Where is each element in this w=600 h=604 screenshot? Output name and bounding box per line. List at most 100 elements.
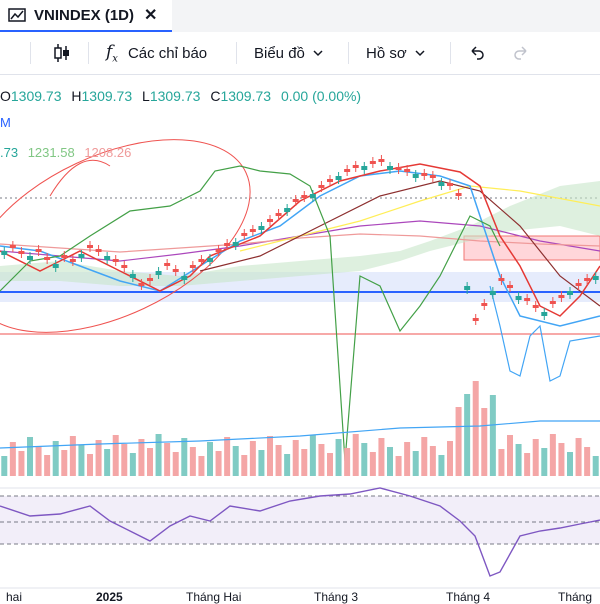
- candle: [18, 251, 25, 254]
- volume-bar: [584, 447, 591, 476]
- candle: [575, 283, 582, 286]
- volume-bar: [567, 452, 573, 476]
- candle-type-button[interactable]: [52, 32, 72, 74]
- volume-bar: [207, 442, 213, 476]
- candle: [421, 173, 428, 176]
- candle: [541, 312, 548, 316]
- volume-bar: [198, 456, 205, 476]
- volume-bar: [164, 443, 171, 476]
- price-chart[interactable]: [0, 76, 600, 600]
- candle: [352, 165, 359, 168]
- volume-bar: [395, 456, 402, 476]
- candle: [112, 259, 119, 262]
- volume-bar: [549, 434, 556, 476]
- ellipse-drawing: [49, 159, 111, 197]
- volume-bar: [9, 442, 16, 476]
- volume-bar: [301, 449, 308, 476]
- candle: [327, 179, 333, 182]
- volume-bar: [44, 455, 51, 476]
- candle: [455, 193, 462, 196]
- close-icon[interactable]: ✕: [144, 7, 158, 24]
- fx-icon: fx: [106, 41, 118, 65]
- volume-bar: [524, 453, 531, 476]
- volume-bar: [1, 456, 8, 476]
- candle: [524, 298, 531, 301]
- low-key: L: [142, 88, 150, 104]
- volume-bar: [267, 436, 273, 476]
- candle: [369, 161, 376, 164]
- candle: [344, 169, 351, 172]
- volume-bar: [215, 451, 222, 476]
- chart-type-dropdown[interactable]: Biểu đồ: [254, 32, 323, 74]
- profile-dropdown[interactable]: Hồ sơ: [366, 32, 425, 74]
- candle: [189, 265, 196, 268]
- volume-bar: [155, 434, 162, 476]
- candle: [592, 276, 599, 280]
- indicators-button[interactable]: fx Các chỉ báo: [106, 32, 207, 74]
- undo-button[interactable]: [468, 32, 486, 74]
- volume-bar: [95, 440, 102, 476]
- ma-line: [489, 285, 600, 382]
- high-key: H: [71, 88, 82, 104]
- candle: [52, 264, 59, 268]
- toolbar-divider: [30, 42, 31, 64]
- candle: [1, 251, 8, 255]
- candle: [267, 219, 273, 222]
- volume-bar: [558, 443, 565, 476]
- toolbar-divider: [348, 42, 349, 64]
- indicators-label: Các chỉ báo: [127, 44, 208, 62]
- volume-bar: [498, 449, 505, 476]
- volume-bar: [532, 439, 539, 476]
- volume-bar: [172, 452, 179, 476]
- candle: [378, 159, 385, 162]
- candle: [275, 213, 282, 216]
- volume-bar: [138, 439, 145, 476]
- candle: [481, 303, 488, 306]
- volume-bar: [189, 447, 196, 476]
- volume-bar: [181, 438, 188, 476]
- candle: [241, 233, 248, 236]
- ohlc-legend: O1309.73 H1309.73 L1309.73 C1309.73 0.00…: [0, 88, 367, 104]
- indicator-value-1: .73: [0, 145, 19, 160]
- open-key: O: [0, 88, 11, 104]
- volume-bar: [224, 437, 231, 476]
- volume-bar: [515, 444, 522, 476]
- candle: [447, 183, 453, 186]
- ma-line: [0, 170, 600, 327]
- candle: [198, 259, 205, 262]
- volume-bar: [129, 453, 136, 476]
- x-axis-label: Tháng: [558, 590, 593, 604]
- candle: [9, 245, 16, 248]
- candle: [515, 296, 522, 300]
- volume-bar: [412, 451, 419, 476]
- chart-tab[interactable]: VNINDEX (1D) ✕: [0, 0, 172, 32]
- volume-bar: [35, 446, 42, 476]
- close-key: C: [210, 88, 221, 104]
- redo-button[interactable]: [512, 32, 530, 74]
- candle: [387, 166, 393, 170]
- volume-bar: [472, 381, 479, 476]
- rsi-band: [0, 496, 600, 544]
- candle: [232, 242, 239, 246]
- candle: [335, 176, 342, 180]
- volume-bar: [121, 444, 128, 476]
- volume-bar: [61, 450, 68, 476]
- candle: [301, 195, 308, 198]
- candle: [95, 249, 102, 252]
- volume-bar: [104, 449, 111, 476]
- volume-ma: [0, 420, 600, 449]
- ma-line: [199, 180, 600, 307]
- candle: [464, 286, 471, 290]
- indicator-value-2: 1231.58: [27, 145, 75, 160]
- ellipse-drawing: [0, 139, 251, 333]
- candle: [412, 174, 419, 178]
- volume-bar: [292, 440, 299, 476]
- volume-bar: [112, 435, 119, 476]
- candle: [207, 258, 213, 262]
- indicator-values: .73 1231.58 1208.26: [0, 145, 131, 160]
- candlestick-icon: [54, 44, 69, 62]
- volume-bar: [421, 437, 428, 476]
- x-axis-label: Tháng Hai: [186, 590, 242, 604]
- high-value: 1309.73: [81, 88, 133, 104]
- candle: [78, 254, 85, 258]
